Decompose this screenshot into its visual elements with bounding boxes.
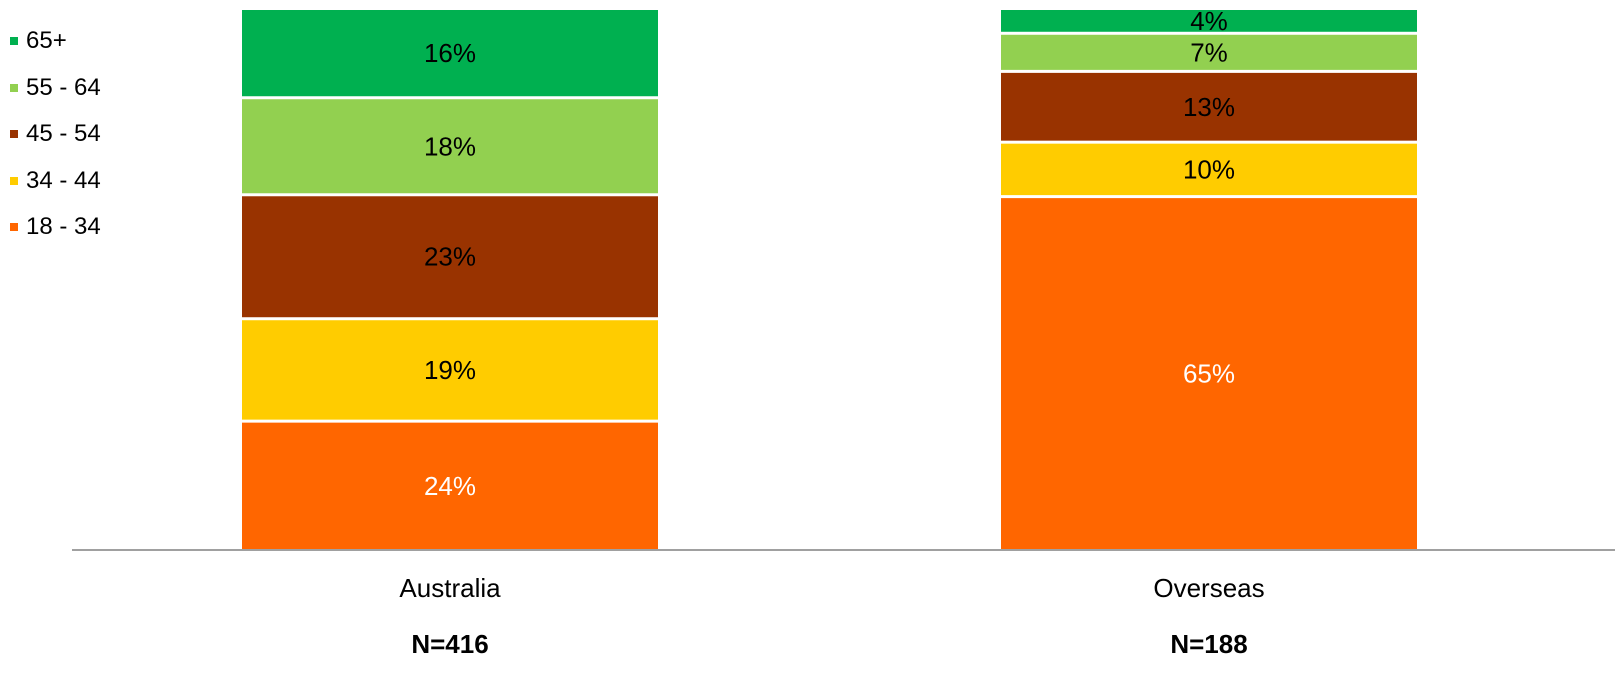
data-label: 16% (424, 38, 476, 68)
legend-label: 34 - 44 (26, 166, 101, 194)
sample-size-label: N=188 (1170, 629, 1247, 659)
legend-swatch (10, 83, 18, 92)
legend-swatch (10, 37, 18, 46)
bar-segment-18-34-overseas (1001, 198, 1417, 549)
data-label: 4% (1190, 6, 1228, 36)
bars-group: 24% 19% 23% 18% 16% 65% 10% 13% 7%4% (242, 6, 1417, 549)
bar-segment-45-54-overseas (1001, 72, 1417, 141)
bar-segment-55-64-overseas (1001, 34, 1417, 70)
legend-label: 65+ (26, 27, 67, 55)
category-label: Australia (399, 573, 501, 603)
data-label: 18% (424, 131, 476, 161)
legend-swatch (10, 223, 18, 232)
bar-segment-45-54-australia (242, 196, 658, 318)
bar-segment-18-34-australia (242, 422, 658, 549)
data-label: 65% (1183, 359, 1235, 389)
legend-item: 34 - 44 (10, 158, 101, 205)
data-label: 24% (424, 471, 476, 501)
data-label: 7% (1190, 37, 1228, 67)
legend-label: 45 - 54 (26, 120, 101, 148)
bar-segment-55-64-australia (242, 99, 658, 194)
bar-segment-65-overseas (1001, 10, 1417, 32)
legend-item: 18 - 34 (10, 204, 101, 251)
bar-segment-34-44-australia (242, 320, 658, 420)
legend-label: 55 - 64 (26, 73, 101, 101)
category-label: Overseas (1153, 573, 1264, 603)
legend-swatch (10, 176, 18, 185)
data-label: 19% (424, 355, 476, 385)
legend-item: 65+ (10, 18, 101, 65)
legend-label: 18 - 34 (26, 213, 101, 241)
bar-segment-34-44-overseas (1001, 143, 1417, 196)
legend: 65+ 55 - 64 45 - 54 34 - 44 18 - 34 (10, 18, 101, 251)
bar-segment-65-australia (242, 10, 658, 97)
category-labels: Australia N=416 Overseas N=188 (399, 573, 1264, 659)
data-label: 10% (1183, 154, 1235, 184)
data-label: 13% (1183, 92, 1235, 122)
sample-size-label: N=416 (411, 629, 488, 659)
legend-item: 55 - 64 (10, 65, 101, 112)
legend-item: 45 - 54 (10, 111, 101, 158)
legend-swatch (10, 130, 18, 139)
data-label: 23% (424, 242, 476, 272)
